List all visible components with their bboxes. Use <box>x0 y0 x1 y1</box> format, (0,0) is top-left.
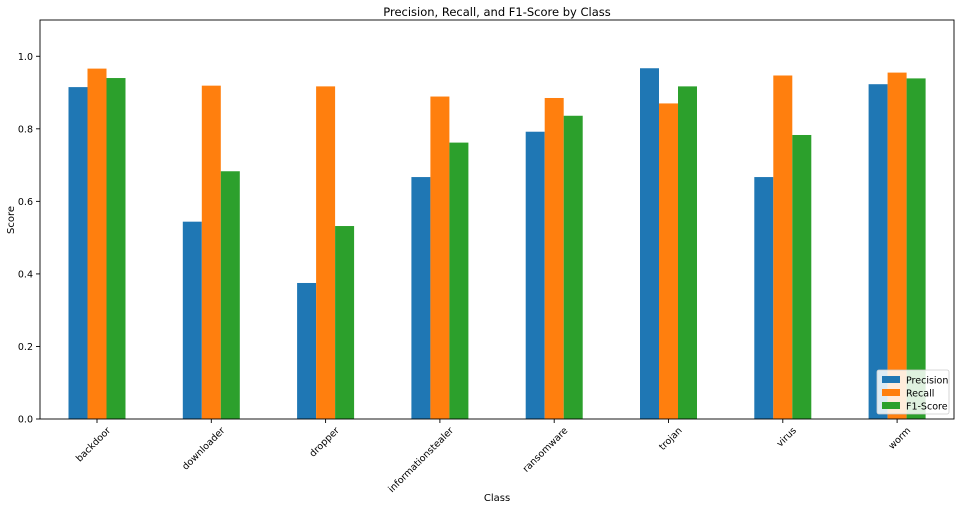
chart-title: Precision, Recall, and F1-Score by Class <box>383 5 611 19</box>
legend-swatch-recall <box>882 389 900 396</box>
x-tick-label-trojan: trojan <box>657 425 684 452</box>
bar-recall-dropper <box>316 86 336 419</box>
y-axis-ticks: 0.0 0.2 0.4 0.6 0.8 1.0 <box>18 52 40 426</box>
y-tick-label: 0.4 <box>18 269 33 280</box>
bar-precision-dropper <box>297 282 317 419</box>
x-tick-label-virus: virus <box>775 425 799 449</box>
bar-f1-score-trojan <box>678 86 697 419</box>
bar-precision-downloader <box>182 221 202 419</box>
bar-precision-worm <box>868 84 888 419</box>
bar-precision-ransomware <box>525 131 545 419</box>
y-tick-label: 1.0 <box>18 52 33 63</box>
bar-recall-ransomware <box>544 97 564 420</box>
x-tick-label-ransomware: ransomware <box>521 425 571 475</box>
bar-f1-score-virus <box>792 134 812 419</box>
y-tick-label: 0.2 <box>18 342 33 353</box>
bar-f1-score-informationstealer <box>449 142 469 420</box>
x-tick-label-worm: worm <box>887 425 914 452</box>
bar-f1-score-worm <box>906 78 926 419</box>
bar-recall-backdoor <box>87 68 107 419</box>
bar-precision-backdoor <box>68 87 88 419</box>
y-tick-label: 0.8 <box>18 124 33 135</box>
bar-recall-virus <box>773 75 793 419</box>
legend: Precision Recall F1-Score <box>876 369 950 415</box>
bar-recall-worm <box>887 72 907 419</box>
legend-swatch-precision <box>882 376 900 383</box>
bar-precision-virus <box>754 177 774 419</box>
x-tick-label-backdoor: backdoor <box>74 425 113 464</box>
bar-f1-score-backdoor <box>106 78 126 419</box>
bar-precision-informationstealer <box>411 177 431 419</box>
y-tick-label: 0.0 <box>18 415 33 426</box>
x-axis-label: Class <box>484 493 510 504</box>
x-axis-ticks: backdoor downloader dropper informationstea… <box>74 419 913 495</box>
legend-swatch-f1-score <box>882 402 900 409</box>
bar-f1-score-dropper <box>335 226 355 419</box>
bar-recall-trojan <box>659 103 678 419</box>
bar-recall-informationstealer <box>430 96 450 419</box>
x-tick-label-informationstealer: informationstealer <box>386 425 456 495</box>
x-tick-label-dropper: dropper <box>308 425 342 459</box>
legend-label-recall: Recall <box>906 389 934 400</box>
bar-f1-score-ransomware <box>563 115 583 419</box>
plot-frame <box>39 19 955 420</box>
x-tick-label-downloader: downloader <box>180 425 227 472</box>
y-tick-label: 0.6 <box>18 197 33 208</box>
bar-precision-trojan <box>640 68 659 419</box>
legend-label-f1-score: F1-Score <box>906 402 948 413</box>
y-axis-label: Score <box>6 206 17 234</box>
bars-layer <box>68 68 926 420</box>
bar-f1-score-downloader <box>220 171 240 419</box>
bar-recall-downloader <box>201 85 221 420</box>
legend-label-precision: Precision <box>906 376 948 387</box>
